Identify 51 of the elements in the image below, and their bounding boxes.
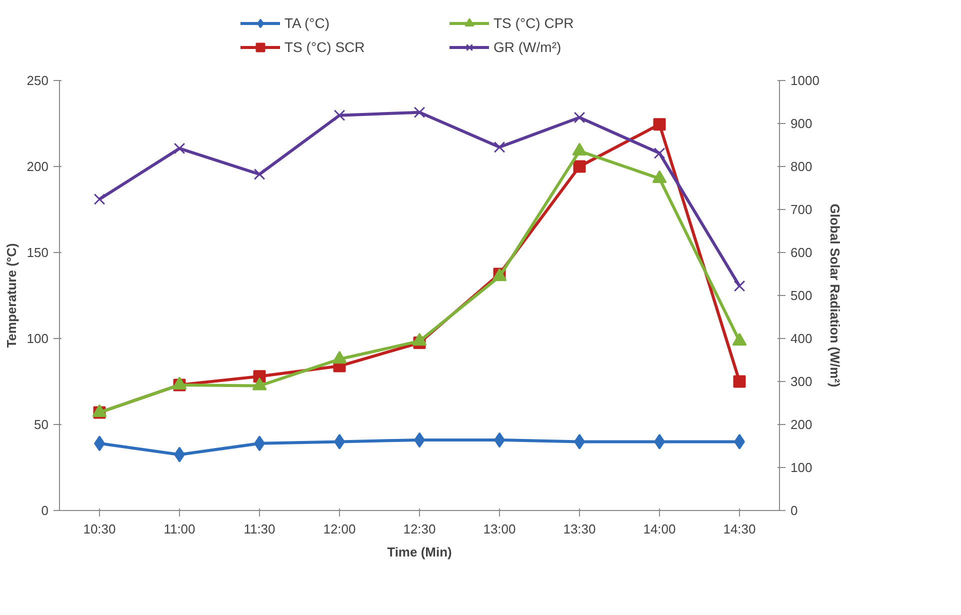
point bbox=[414, 106, 426, 118]
point bbox=[174, 142, 186, 154]
x-tick-label: 13:30 bbox=[563, 522, 596, 536]
point bbox=[94, 193, 106, 205]
x-tick-label: 12:00 bbox=[323, 522, 356, 536]
point bbox=[652, 170, 667, 184]
x-axis-title: Time (Min) bbox=[387, 544, 452, 560]
y2-tick-label: 0 bbox=[790, 503, 798, 518]
point bbox=[734, 280, 746, 292]
x-tick-label: 13:00 bbox=[483, 522, 516, 536]
y-tick-label: 250 bbox=[26, 73, 49, 88]
x-tick-label: 14:00 bbox=[643, 522, 676, 536]
point bbox=[494, 141, 506, 153]
point bbox=[733, 375, 746, 388]
point bbox=[334, 110, 346, 122]
legend-label: TS (°C) CPR bbox=[494, 15, 575, 31]
x-tick-label: 10:30 bbox=[83, 522, 116, 536]
point bbox=[252, 378, 267, 390]
point bbox=[574, 112, 586, 124]
point bbox=[654, 147, 666, 159]
x-tick-label: 14:30 bbox=[723, 522, 756, 536]
point bbox=[653, 118, 666, 131]
y-axis-title: Temperature (°C) bbox=[4, 243, 19, 348]
y2-tick-label: 800 bbox=[790, 159, 812, 174]
y2-tick-label: 600 bbox=[790, 245, 812, 260]
x-tick-label: 12:30 bbox=[403, 522, 436, 536]
legend-label: GR (W/m²) bbox=[494, 39, 562, 55]
point bbox=[732, 332, 747, 346]
y2-tick-label: 500 bbox=[790, 288, 812, 303]
point bbox=[573, 160, 586, 173]
legend-label: TS (°C) SCR bbox=[284, 39, 366, 55]
y2-tick-label: 200 bbox=[790, 417, 812, 432]
y-tick-label: 150 bbox=[26, 245, 49, 260]
y-tick-label: 50 bbox=[34, 417, 49, 432]
y2-tick-label: 700 bbox=[790, 202, 812, 217]
y2-axis-title: Global Solar Radiation (W/m²) bbox=[827, 204, 842, 388]
y2-tick-label: 300 bbox=[790, 374, 812, 389]
legend-label: TA (°C) bbox=[284, 15, 331, 31]
y-tick-label: 200 bbox=[26, 159, 49, 174]
y-tick-label: 0 bbox=[41, 503, 49, 518]
x-tick-label: 11:00 bbox=[164, 522, 196, 536]
y2-tick-label: 400 bbox=[790, 331, 812, 346]
y2-tick-label: 100 bbox=[790, 460, 812, 475]
point bbox=[332, 350, 347, 364]
y2-tick-label: 900 bbox=[790, 116, 812, 131]
point bbox=[254, 168, 266, 180]
point bbox=[412, 332, 427, 346]
y-tick-label: 100 bbox=[26, 331, 49, 346]
point bbox=[572, 142, 587, 156]
x-tick-label: 11:30 bbox=[244, 522, 276, 536]
y2-tick-label: 1000 bbox=[790, 73, 820, 88]
